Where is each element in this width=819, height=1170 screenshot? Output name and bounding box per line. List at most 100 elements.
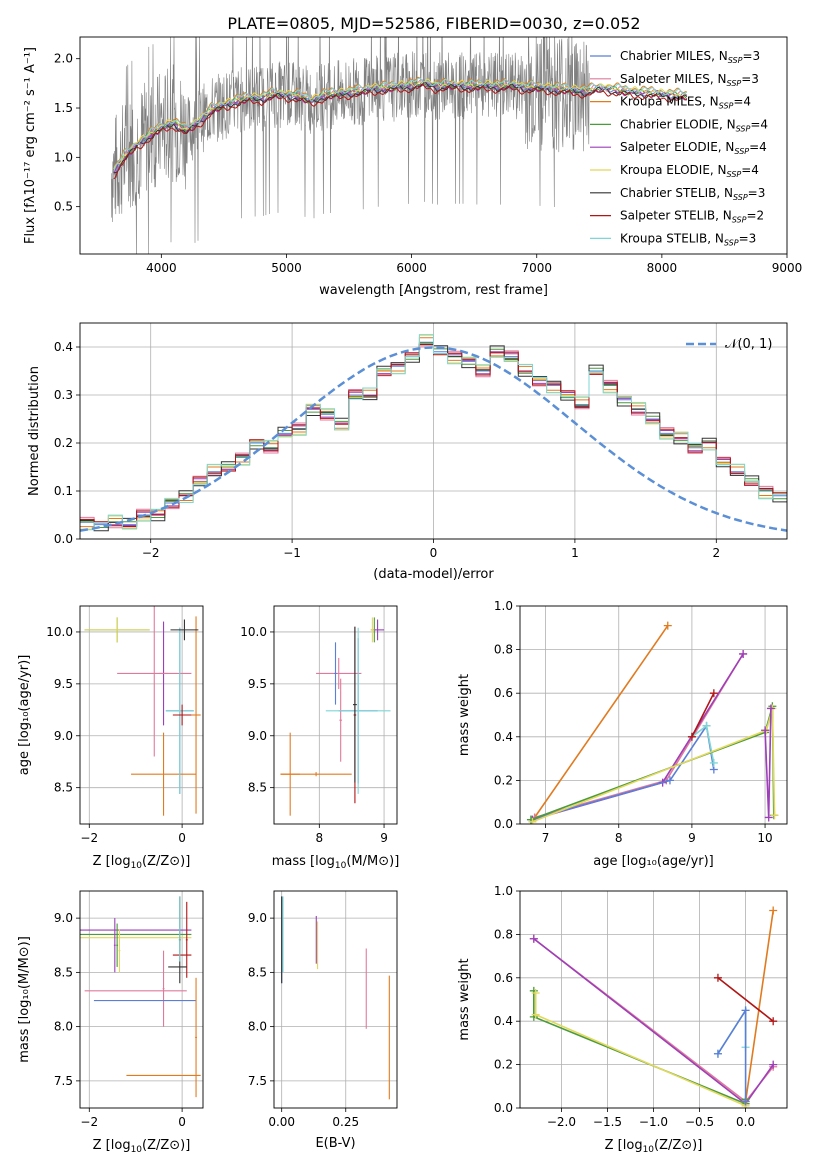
- y-tick-label: 9.0: [248, 911, 267, 925]
- weight-line-salpeter-stelib: [717, 977, 774, 1022]
- panel-EBV-mass: 0.00 0.25 7.5 8.0 8.5 9.0 E(B-V): [248, 890, 398, 1151]
- y-tick-label: 1.0: [54, 150, 73, 164]
- legend-label: Salpeter MILES, NSSP=3: [620, 72, 759, 88]
- x-tick-label: 5000: [271, 261, 302, 275]
- model-salpeter-stelib: [113, 83, 687, 180]
- legend-label: Salpeter STELIB, NSSP=2: [620, 209, 764, 225]
- model-kroupa-elodie: [113, 78, 688, 170]
- x-tick-label: 0: [178, 1115, 186, 1129]
- y-axis-label: Flux [fλ10⁻¹⁷ erg cm⁻² s⁻¹ A⁻¹]: [23, 47, 38, 244]
- y-tick-label: 8.5: [248, 965, 267, 979]
- weight-marker: [713, 973, 722, 982]
- plot-area: [529, 906, 778, 1108]
- x-tick-label: 9: [380, 831, 388, 845]
- weight-line-chabrier-miles: [530, 723, 715, 821]
- weight-marker: [531, 1010, 540, 1019]
- legend-label: Chabrier STELIB, NSSP=3: [620, 186, 765, 202]
- x-tick-label: 9000: [772, 261, 803, 275]
- legend-label: Chabrier MILES, NSSP=3: [620, 49, 760, 65]
- x-tick-label: −1.5: [593, 1115, 622, 1129]
- y-tick-label: 8.0: [248, 1020, 267, 1034]
- x-axis-label: (data-model)/error: [373, 567, 494, 582]
- x-axis-label: Z [log10(Z/Z⊙)]: [605, 1138, 703, 1155]
- plot-area: [280, 617, 391, 816]
- y-tick-label: 0.0: [494, 817, 513, 831]
- x-axis-label: age [log₁₀(age/yr)]: [593, 854, 714, 869]
- model-chabrier-stelib: [113, 81, 688, 174]
- weight-line-kroupa-elodie: [532, 708, 776, 823]
- weight-marker: [529, 934, 538, 943]
- y-tick-label: 0.4: [494, 730, 513, 744]
- y-tick-label: 2.0: [54, 52, 73, 66]
- y-tick-label: 8.5: [54, 781, 73, 795]
- hist-kroupa-stelib: [80, 334, 787, 531]
- weight-marker: [770, 811, 779, 820]
- weight-line-chabrier-elodie: [533, 990, 747, 1105]
- x-tick-label: 7: [542, 831, 550, 845]
- weight-marker: [687, 732, 696, 741]
- y-tick-label: 0.0: [494, 1101, 513, 1115]
- y-axis-label: mass [log₁₀(M/M⊙)]: [17, 936, 32, 1063]
- y-tick-label: 9.0: [54, 729, 73, 743]
- gaussian-curve: [80, 346, 787, 532]
- weight-marker: [709, 689, 718, 698]
- y-tick-label: 0.6: [494, 686, 513, 700]
- x-tick-label: 9: [688, 831, 696, 845]
- x-tick-label: 2: [712, 546, 720, 560]
- panel-age-massweight: 7 8 9 10 0.0 0.2 0.4 0.6 0.8 1.0 mass weight age [l…: [457, 599, 788, 869]
- y-tick-label: 0.1: [54, 484, 73, 498]
- weight-marker: [663, 621, 672, 630]
- weight-line-salpeter-miles: [534, 653, 744, 819]
- weight-marker: [702, 721, 711, 730]
- x-tick-label: 8: [615, 831, 623, 845]
- y-tick-label: 0.8: [494, 927, 513, 941]
- model-kroupa-stelib: [113, 77, 688, 172]
- weight-marker: [739, 649, 748, 658]
- legend-label: Chabrier ELODIE, NSSP=4: [620, 117, 768, 133]
- panel-Z-mass: −2 0 7.5 8.0 8.5 9.0 Z [log10(Z/Z⊙)] mass [log₁…: [17, 890, 204, 1155]
- plot-area: [80, 896, 201, 1098]
- y-tick-label: 1.5: [54, 101, 73, 115]
- y-tick-label: 1.0: [494, 884, 513, 898]
- y-tick-label: 9.5: [248, 677, 267, 691]
- plot-area: [84, 606, 201, 816]
- model-kroupa-miles: [113, 76, 687, 170]
- weight-line-kroupa-miles: [533, 625, 669, 818]
- y-tick-label: 0.3: [54, 388, 73, 402]
- x-tick-label: 7000: [521, 261, 552, 275]
- weight-line-kroupa-miles: [744, 910, 774, 1102]
- x-tick-label: 0.0: [736, 1115, 755, 1129]
- weight-marker: [528, 817, 537, 824]
- axes-frame: [273, 605, 398, 825]
- weight-marker: [665, 776, 674, 785]
- plot-area: [80, 334, 787, 532]
- weight-marker: [741, 1097, 750, 1106]
- x-tick-label: 8000: [647, 261, 678, 275]
- axes-frame: [79, 605, 204, 825]
- weight-marker: [769, 1017, 778, 1026]
- panels: 4000 5000 6000 7000 8000 90000.51.01.52.0wave…: [17, 36, 803, 1155]
- axes-frame: [519, 605, 788, 825]
- figure-title: PLATE=0805, MJD=52586, FIBERID=0030, z=0…: [227, 14, 640, 33]
- y-tick-label: 0.2: [494, 773, 513, 787]
- axes-frame: [273, 890, 398, 1109]
- y-tick-label: 9.0: [54, 911, 73, 925]
- plot-area: [281, 896, 390, 1100]
- x-tick-label: −2: [142, 546, 160, 560]
- y-axis-label: Normed distribution: [27, 366, 42, 496]
- y-axis-label: mass weight: [457, 674, 472, 756]
- y-axis-label: mass weight: [457, 958, 472, 1040]
- x-axis-label: wavelength [Angstrom, rest frame]: [319, 283, 548, 298]
- weight-line-kroupa-elodie: [534, 993, 747, 1108]
- weight-line-chabrier-miles: [717, 1007, 747, 1102]
- weight-marker: [769, 906, 778, 915]
- weight-line-salpeter-stelib: [691, 692, 715, 738]
- legend-label: Kroupa MILES, NSSP=4: [620, 95, 751, 111]
- x-tick-label: −1.0: [639, 1115, 668, 1129]
- axes-frame: [519, 890, 788, 1109]
- y-tick-label: 7.5: [248, 1074, 267, 1088]
- panel-mass-age: 8 9 8.5 9.0 9.5 10.0 mass [log10(M/M⊙)]: [240, 605, 399, 871]
- x-tick-label: 0: [178, 831, 186, 845]
- x-tick-label: 8: [315, 831, 323, 845]
